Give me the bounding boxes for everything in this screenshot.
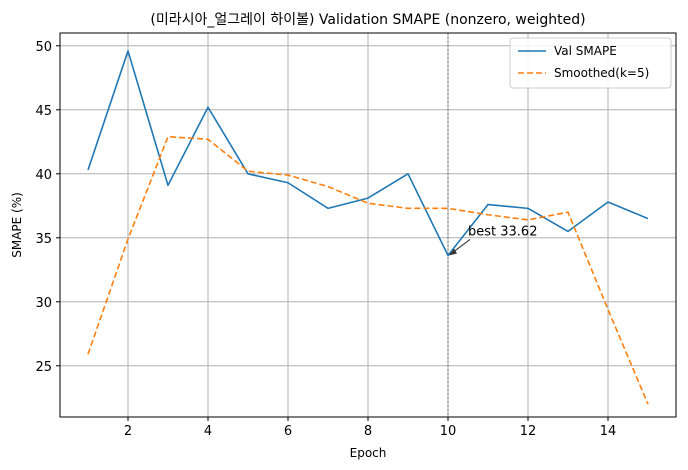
annotation-arrowhead: [449, 248, 457, 256]
series-line-2: [87, 135, 649, 405]
y-tick-label: 50: [35, 40, 52, 55]
x-tick-label: 8: [364, 424, 372, 439]
y-tick-label: 25: [35, 360, 52, 375]
x-tick-label: 14: [600, 424, 617, 439]
x-tick-label: 12: [520, 424, 537, 439]
legend-box: [509, 37, 672, 89]
legend-label-1: Val SMAPE: [554, 44, 617, 58]
annotation-label: best 33.62: [468, 224, 537, 239]
y-axis-title: SMAPE (%): [10, 192, 24, 258]
series-line-1: [87, 50, 649, 257]
grid: [60, 33, 676, 417]
x-tick-label: 4: [204, 424, 212, 439]
x-tick-label: 2: [124, 424, 132, 439]
x-axis-title: Epoch: [350, 446, 387, 460]
x-tick-label: 6: [284, 424, 292, 439]
x-tick-label: 10: [440, 424, 457, 439]
axis-ticks: 2 4 6 8 10 12 14 25 30 35 40 45 50: [35, 40, 616, 439]
chart-title: (미라시아_얼그레이 하이볼) Validation SMAPE (nonzer…: [150, 12, 585, 28]
y-tick-label: 35: [35, 232, 52, 247]
series-lines: [87, 50, 649, 405]
y-tick-label: 45: [35, 104, 52, 119]
best-annotation: best 33.62: [449, 224, 537, 256]
legend-label-2: Smoothed(k=5): [554, 66, 649, 80]
legend: Val SMAPE Smoothed(k=5): [509, 37, 672, 89]
y-tick-label: 40: [35, 168, 52, 183]
y-tick-label: 30: [35, 296, 52, 311]
